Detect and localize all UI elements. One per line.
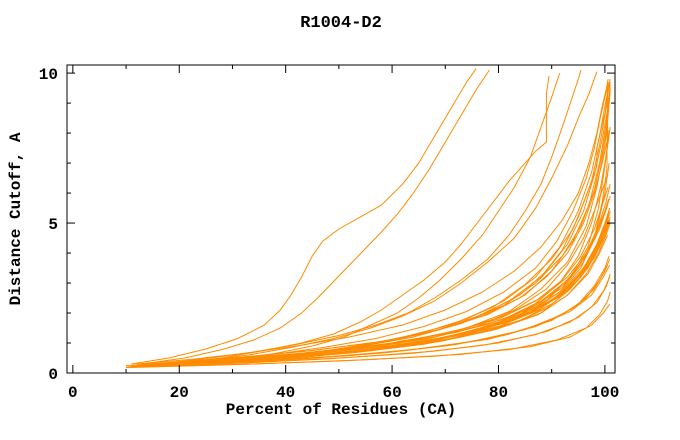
tick-group [67, 65, 615, 374]
curve-model-43 [141, 127, 611, 367]
curve-model-18 [157, 186, 609, 365]
x-tick-label: 80 [489, 384, 508, 402]
curve-model-19 [184, 198, 610, 366]
x-tick-label: 20 [170, 384, 189, 402]
x-tick-label: 40 [276, 384, 295, 402]
plot-border [66, 64, 616, 374]
curve-model-34 [157, 273, 611, 367]
curve-model-32 [195, 258, 611, 366]
chart-title: R1004-D2 [300, 14, 382, 33]
y-tick-label: 0 [48, 366, 58, 384]
curve-model-16 [147, 88, 611, 365]
y-axis-label: Distance Cutoff, A [7, 132, 25, 305]
curve-model-31 [168, 264, 611, 366]
curve-model-42 [200, 234, 609, 365]
tick-label-group: 0 20 40 60 80 100 0 5 10 [39, 66, 620, 402]
curve-model-05 [157, 69, 582, 365]
curve-model-09 [152, 79, 611, 365]
curve-model-08 [163, 81, 610, 366]
curve-model-02 [141, 69, 490, 365]
curve-model-07 [136, 79, 609, 365]
curve-model-04 [179, 72, 561, 366]
y-tick-label: 5 [48, 216, 58, 234]
curve-model-01 [131, 68, 477, 365]
y-tick-label: 10 [39, 66, 58, 84]
x-axis-label: Percent of Residues (CA) [226, 401, 456, 419]
x-tick-label: 100 [590, 384, 619, 402]
curve-model-45 [211, 91, 611, 365]
x-tick-label: 60 [382, 384, 401, 402]
curve-model-44 [168, 130, 610, 366]
curve-model-06 [141, 71, 598, 366]
x-tick-label: 0 [68, 384, 78, 402]
curve-model-14 [221, 85, 610, 363]
curve-model-36 [141, 303, 611, 368]
curve-model-46 [126, 163, 610, 366]
curve-group [126, 68, 611, 369]
